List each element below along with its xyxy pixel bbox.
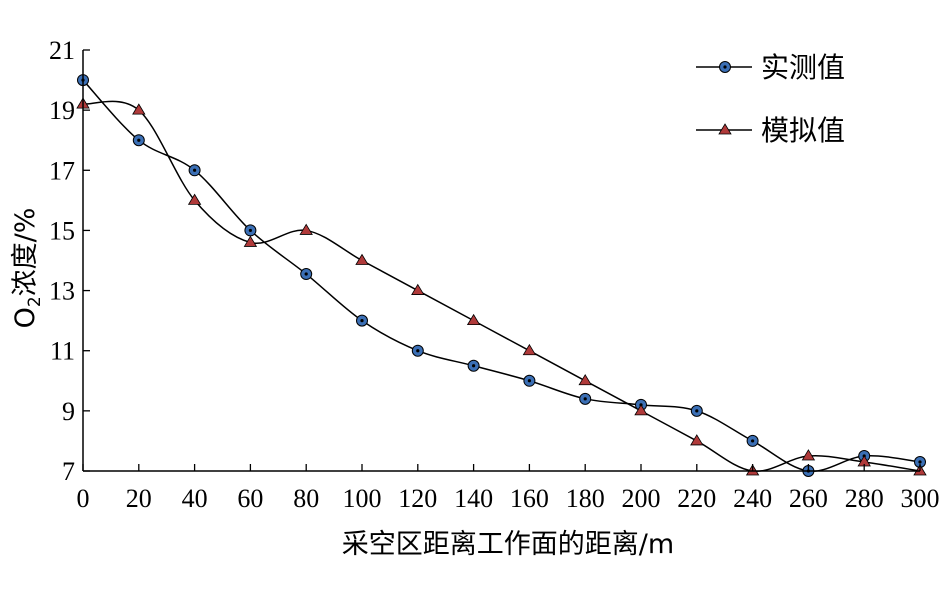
point-measured-center xyxy=(416,349,420,353)
x-tick-label: 40 xyxy=(182,484,208,513)
x-ticks: 0 20 40 60 80 100 120 140 160 180 200 220 240 260 280 3… xyxy=(77,464,940,513)
point-simulated xyxy=(690,434,704,446)
x-tick-label: 100 xyxy=(343,484,382,513)
point-simulated xyxy=(522,343,537,356)
x-tick-label: 140 xyxy=(454,484,493,513)
y-axis-title-rest: 浓度/% xyxy=(10,208,41,297)
x-tick-label: 20 xyxy=(126,484,152,513)
svg-text:O2浓度/%: O2浓度/% xyxy=(10,208,45,329)
x-tick-label: 120 xyxy=(398,484,437,513)
point-simulated xyxy=(355,253,369,265)
point-measured-center xyxy=(918,460,922,464)
point-simulated xyxy=(187,193,202,205)
y-axis-title: O2浓度/% xyxy=(10,208,45,329)
point-measured-center xyxy=(472,364,476,368)
point-measured-center xyxy=(304,272,308,276)
y-tick-label: 15 xyxy=(49,216,75,245)
point-simulated xyxy=(411,283,425,295)
point-simulated xyxy=(801,449,816,461)
y-tick-label: 19 xyxy=(49,96,75,125)
point-simulated xyxy=(132,103,146,115)
y-tick-label: 7 xyxy=(62,457,75,486)
x-tick-label: 300 xyxy=(901,484,940,513)
y-tick-label: 21 xyxy=(49,36,75,65)
y-tick-label: 9 xyxy=(62,397,75,426)
x-tick-label: 200 xyxy=(622,484,661,513)
x-axis-title: 采空区距离工作面的距离/m xyxy=(342,529,674,560)
x-tick-label: 220 xyxy=(677,484,716,513)
series-line-1 xyxy=(82,100,921,472)
point-measured-center xyxy=(751,439,755,443)
x-tick-label: 80 xyxy=(293,484,319,513)
point-measured-center xyxy=(360,319,364,323)
point-simulated xyxy=(243,235,258,247)
legend-marker-measured-dot xyxy=(723,65,727,69)
point-measured-center xyxy=(527,379,532,383)
legend-marker-simulated xyxy=(718,123,732,135)
x-tick-label: 180 xyxy=(566,484,605,513)
legend-item-simulated: 模拟值 xyxy=(696,114,845,147)
point-simulated xyxy=(466,313,481,326)
y-axis-title-sub: 2 xyxy=(25,296,45,307)
series-lines xyxy=(82,79,921,472)
x-tick-label: 160 xyxy=(510,484,549,513)
legend-label-simulated: 模拟值 xyxy=(761,114,845,147)
point-simulated xyxy=(578,374,592,386)
y-tick-label: 17 xyxy=(49,156,75,185)
point-simulated xyxy=(299,223,313,235)
point-measured-center xyxy=(583,397,587,401)
point-measured-center xyxy=(137,138,141,142)
x-tick-label: 60 xyxy=(237,484,263,513)
series-line-0 xyxy=(82,79,921,472)
x-tick-label: 240 xyxy=(733,484,772,513)
x-tick-label: 260 xyxy=(789,484,828,513)
point-measured-center xyxy=(248,228,252,233)
legend: 实测值 模拟值 xyxy=(696,51,845,147)
point-measured-center xyxy=(193,168,197,172)
y-tick-label: 13 xyxy=(49,277,75,306)
x-tick-label: 0 xyxy=(77,484,90,513)
point-simulated xyxy=(634,404,648,416)
x-tick-label: 280 xyxy=(845,484,884,513)
point-measured-center xyxy=(695,409,699,413)
axes xyxy=(82,50,920,472)
y-tick-label: 11 xyxy=(50,337,75,366)
markers xyxy=(76,74,927,477)
y-axis-title-main: O xyxy=(10,307,41,328)
legend-item-measured: 实测值 xyxy=(696,51,845,84)
legend-label-measured: 实测值 xyxy=(761,51,845,84)
y-ticks: 7 9 11 13 15 17 19 21 xyxy=(49,36,90,486)
